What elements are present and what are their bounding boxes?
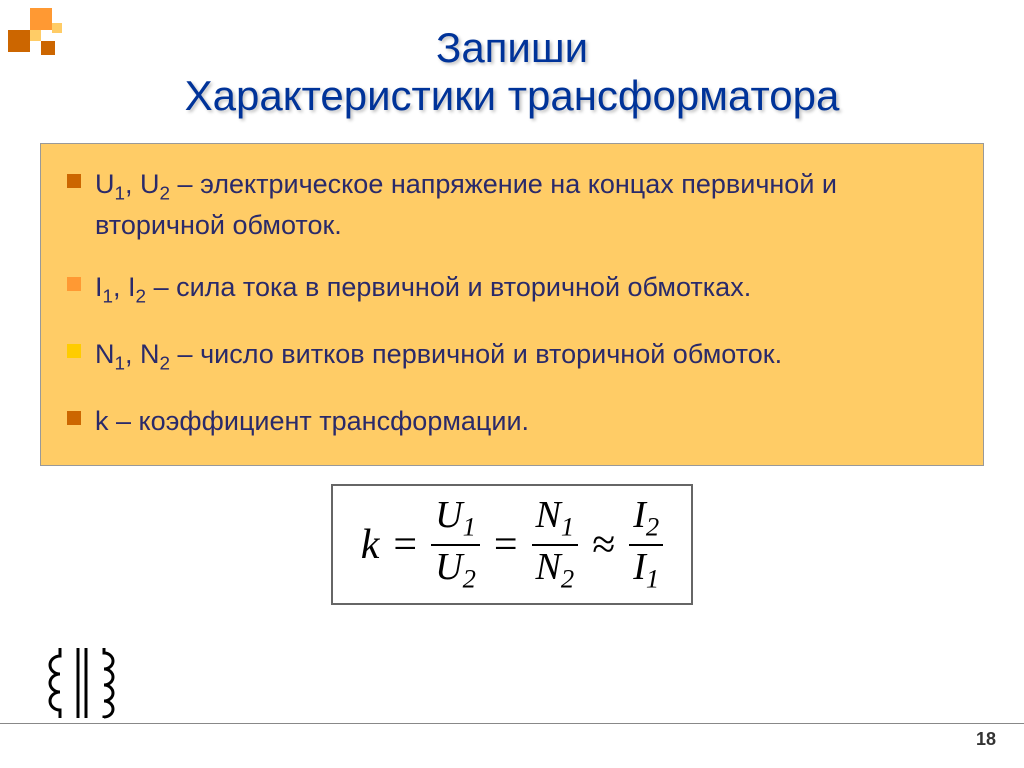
formula-box: k = U1 U2 = N1 N2 ≈ I2 I1 [331,484,693,605]
deco-square [52,23,62,33]
bullet-item: U1, U2 – электрическое напряжение на кон… [67,166,957,243]
footer-rule [0,723,1024,724]
deco-square [30,30,41,41]
title-line-2: Характеристики трансформатора [0,72,1024,120]
bullet-marker [67,344,81,358]
bullet-item: k – коэффициент трансформации. [67,403,957,439]
formula-frac2: N1 N2 [532,496,579,593]
deco-square [30,8,52,30]
deco-square [8,30,30,52]
transformer-icon [40,638,120,728]
title-line-1: Запиши [0,24,1024,72]
bullet-marker [67,277,81,291]
formula-frac3: I2 I1 [629,496,663,593]
corner-decoration [8,8,88,68]
formula-eq1: = [393,521,417,569]
page-number: 18 [976,729,996,750]
bullet-item: I1, I2 – сила тока в первичной и вторичн… [67,269,957,310]
bullet-text: U1, U2 – электрическое напряжение на кон… [95,166,957,243]
formula-frac1: U1 U2 [431,496,480,593]
slide-title: Запиши Характеристики трансформатора [0,0,1024,133]
formula-approx: ≈ [592,521,615,569]
bullet-text: I1, I2 – сила тока в первичной и вторичн… [95,269,751,310]
bullet-marker [67,174,81,188]
formula-region: k = U1 U2 = N1 N2 ≈ I2 I1 [0,484,1024,605]
content-panel: U1, U2 – электрическое напряжение на кон… [40,143,984,467]
bullet-text: N1, N2 – число витков первичной и вторич… [95,336,782,377]
deco-square [41,41,55,55]
bullet-text: k – коэффициент трансформации. [95,403,529,439]
formula-eq2: = [494,521,518,569]
bullet-marker [67,411,81,425]
bullet-item: N1, N2 – число витков первичной и вторич… [67,336,957,377]
formula-lhs: k [361,521,380,569]
